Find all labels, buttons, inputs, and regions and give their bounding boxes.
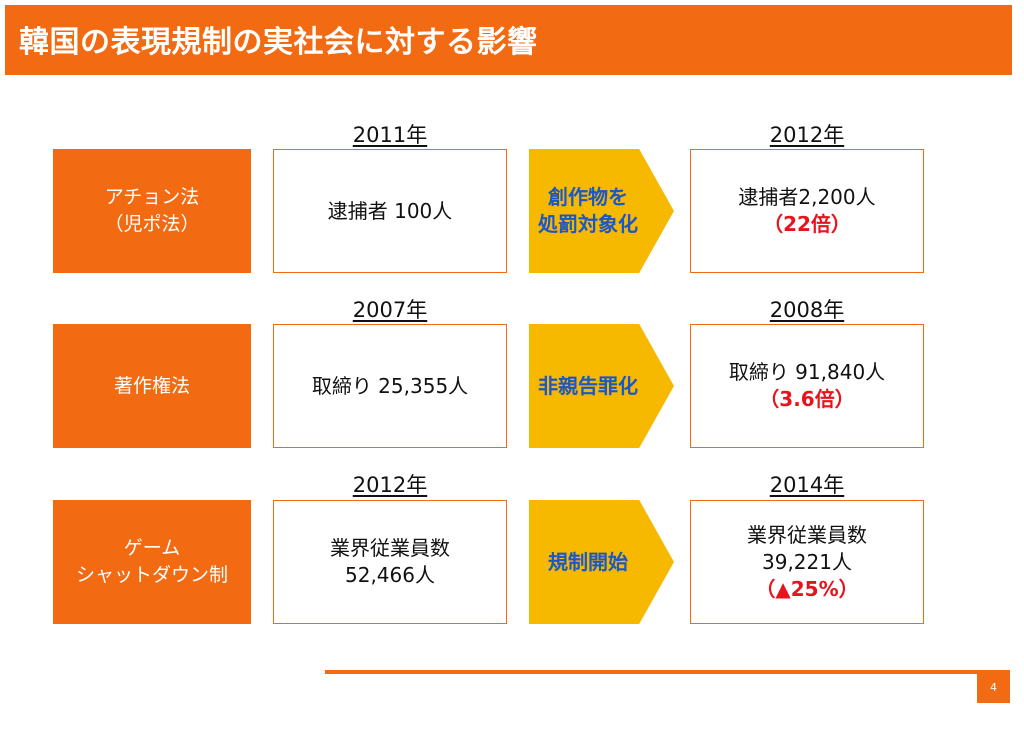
law-label-line: 著作権法 — [113, 374, 190, 397]
year-after-2: 2008年 — [769, 298, 845, 322]
after-change: （22倍） — [763, 212, 851, 236]
law-label-line: （児ポ法） — [104, 213, 200, 235]
before-value-line: 52,466人 — [345, 563, 435, 587]
before-value-3: 業界従業員数 52,466人 — [273, 500, 507, 624]
year-after-3: 2014年 — [769, 473, 845, 497]
year-before-2: 2007年 — [352, 298, 428, 322]
after-value-1: 逮捕者2,200人 （22倍） — [690, 149, 924, 273]
law-label-3: ゲーム シャットダウン制 — [53, 500, 251, 624]
before-value-1: 逮捕者 100人 — [273, 149, 507, 273]
before-value-line: 業界従業員数 — [330, 536, 450, 560]
after-value-line: 業界従業員数 — [747, 522, 867, 547]
law-label-line: ゲーム — [123, 537, 181, 560]
action-text: 創作物を 処罰対象化 — [529, 184, 647, 238]
law-label-2: 著作権法 — [53, 324, 251, 448]
action-line: 規制開始 — [548, 549, 628, 574]
before-value-line: 取締り 25,355人 — [311, 373, 469, 398]
law-label-line: シャットダウン制 — [75, 564, 228, 586]
law-label-1: アチョン法 （児ポ法） — [53, 149, 251, 273]
before-value-line: 逮捕者 100人 — [327, 198, 453, 223]
after-value-line: 逮捕者2,200人 — [738, 185, 876, 209]
action-arrow-2: 非親告罪化 — [529, 324, 674, 448]
action-line: 非親告罪化 — [538, 373, 638, 398]
action-line: 創作物を — [548, 185, 628, 209]
footer-divider — [325, 670, 1010, 674]
after-change: （3.6倍） — [759, 387, 855, 411]
after-value-3: 業界従業員数 39,221人 （▲25%） — [690, 500, 924, 624]
page-number: 4 — [977, 672, 1010, 703]
after-value-2: 取締り 91,840人 （3.6倍） — [690, 324, 924, 448]
year-after-1: 2012年 — [769, 123, 845, 147]
year-before-3: 2012年 — [352, 473, 428, 497]
before-value-2: 取締り 25,355人 — [273, 324, 507, 448]
action-text: 非親告罪化 — [529, 373, 647, 400]
action-text: 規制開始 — [529, 549, 647, 576]
action-line: 処罰対象化 — [538, 212, 638, 236]
after-value-line: 取締り 91,840人 — [728, 360, 886, 384]
action-arrow-1: 創作物を 処罰対象化 — [529, 149, 674, 273]
after-change: （▲25%） — [755, 576, 859, 601]
law-label-line: アチョン法 — [104, 186, 200, 209]
slide-header: 韓国の表現規制の実社会に対する影響 — [5, 5, 1012, 75]
after-value-line: 39,221人 — [762, 549, 852, 574]
action-arrow-3: 規制開始 — [529, 500, 674, 624]
year-before-1: 2011年 — [352, 123, 428, 147]
slide-title: 韓国の表現規制の実社会に対する影響 — [19, 25, 538, 60]
